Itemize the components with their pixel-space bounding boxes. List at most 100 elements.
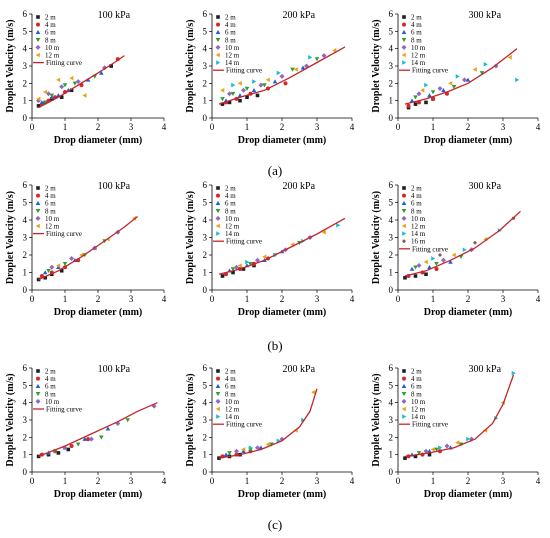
data-point bbox=[413, 274, 418, 278]
y-tick-label: 6 bbox=[23, 363, 28, 373]
fitting-curve bbox=[218, 46, 346, 105]
legend-marker bbox=[402, 60, 407, 65]
data-point bbox=[416, 451, 422, 456]
y-tick-label: 0 bbox=[389, 113, 394, 123]
x-tick-label: 3 bbox=[315, 122, 320, 132]
data-point bbox=[438, 445, 443, 451]
data-point bbox=[56, 451, 61, 455]
series-14m bbox=[424, 61, 520, 88]
legend-marker bbox=[401, 392, 407, 397]
y-tick-label: 3 bbox=[389, 415, 394, 425]
legend-label: 10 m bbox=[225, 44, 240, 52]
data-point bbox=[473, 241, 477, 245]
x-tick-label: 0 bbox=[396, 122, 401, 132]
legend-marker bbox=[35, 398, 41, 404]
legend-marker bbox=[215, 406, 220, 412]
legend-marker bbox=[216, 15, 220, 19]
legend-marker bbox=[401, 223, 406, 229]
data-point bbox=[252, 79, 257, 84]
fitting-curve bbox=[404, 210, 521, 277]
data-point bbox=[507, 55, 512, 60]
x-tick-label: 0 bbox=[30, 294, 35, 304]
legend-label: 2 m bbox=[45, 185, 56, 193]
y-tick-label: 0 bbox=[203, 467, 208, 477]
x-tick-label: 2 bbox=[466, 294, 471, 304]
x-tick-label: 2 bbox=[280, 122, 285, 132]
data-point bbox=[403, 456, 407, 460]
x-axis-title: Drop diameter (mm) bbox=[424, 307, 513, 318]
legend-marker bbox=[215, 44, 221, 50]
x-axis-title: Drop diameter (mm) bbox=[238, 489, 327, 500]
legend-marker bbox=[402, 376, 406, 381]
y-tick-label: 2 bbox=[23, 250, 28, 260]
data-point bbox=[75, 79, 81, 85]
y-tick-label: 3 bbox=[203, 233, 208, 243]
y-tick-label: 6 bbox=[203, 9, 208, 19]
data-point bbox=[251, 87, 257, 93]
data-point bbox=[241, 87, 246, 93]
data-point bbox=[321, 53, 327, 59]
x-tick-label: 3 bbox=[501, 294, 506, 304]
data-point bbox=[462, 247, 467, 253]
chart-title: 300 kPa bbox=[469, 181, 502, 192]
legend-label: 2 m bbox=[45, 368, 56, 376]
x-tick-label: 1 bbox=[63, 122, 68, 132]
x-tick-label: 2 bbox=[96, 476, 101, 486]
data-point bbox=[75, 442, 81, 447]
x-axis-title: Drop diameter (mm) bbox=[424, 135, 513, 146]
data-point bbox=[403, 275, 407, 280]
data-point bbox=[311, 389, 316, 395]
legend-marker bbox=[36, 369, 40, 373]
data-point bbox=[49, 93, 55, 98]
legend-label: 6 m bbox=[45, 383, 56, 391]
data-point bbox=[413, 95, 418, 100]
legend-marker bbox=[216, 414, 221, 419]
data-point bbox=[515, 77, 520, 83]
data-point bbox=[39, 100, 45, 105]
y-tick-label: 1 bbox=[389, 450, 394, 460]
legend-label: 14 m bbox=[411, 413, 426, 421]
legend-marker bbox=[35, 209, 41, 214]
series-10m bbox=[227, 53, 327, 97]
legend-marker bbox=[402, 193, 406, 198]
chart-title: 300 kPa bbox=[469, 364, 502, 375]
data-point bbox=[420, 87, 425, 93]
legend-label: 4 m bbox=[225, 375, 236, 383]
y-tick-label: 2 bbox=[389, 432, 394, 442]
x-tick-label: 0 bbox=[210, 294, 215, 304]
legend-label: 8 m bbox=[411, 36, 422, 44]
legend-marker bbox=[215, 209, 221, 214]
y-tick-label: 0 bbox=[23, 467, 28, 477]
y-tick-label: 6 bbox=[389, 363, 394, 373]
chart-panel-a3: 0 1 2 3 4 0 1 2 3 4 5 6 Drop diameter (mm) Droplet Ve… bbox=[371, 9, 541, 146]
row-label-c: (c) bbox=[268, 517, 282, 532]
data-point bbox=[466, 436, 471, 442]
series-6m bbox=[42, 245, 97, 275]
y-axis-title: Droplet Velocity (m/s) bbox=[5, 19, 16, 112]
data-point bbox=[301, 417, 306, 423]
data-point bbox=[424, 272, 428, 277]
data-point bbox=[438, 253, 442, 257]
legend-label: 6 m bbox=[411, 200, 422, 208]
legend-marker bbox=[215, 52, 220, 58]
data-point bbox=[423, 259, 428, 265]
legend-marker bbox=[216, 369, 220, 373]
data-point bbox=[46, 268, 51, 274]
x-axis-title: Drop diameter (mm) bbox=[238, 307, 327, 318]
data-point bbox=[49, 264, 55, 270]
y-tick-label: 1 bbox=[203, 96, 208, 106]
data-point bbox=[406, 103, 411, 108]
data-point bbox=[262, 254, 267, 260]
legend-label: 8 m bbox=[411, 390, 422, 398]
legend-label: 14 m bbox=[225, 230, 240, 238]
legend-label: 14 m bbox=[225, 59, 240, 67]
data-point bbox=[441, 87, 446, 93]
legend-marker bbox=[401, 29, 407, 34]
data-point bbox=[248, 261, 253, 267]
legend-marker bbox=[216, 60, 221, 65]
y-tick-label: 1 bbox=[389, 268, 394, 278]
chart-panel-c1: 0 1 2 3 4 0 1 2 3 4 5 6 Drop diameter (mm) Droplet Ve… bbox=[5, 363, 167, 500]
y-axis-title: Droplet Velocity (m/s) bbox=[185, 373, 196, 466]
